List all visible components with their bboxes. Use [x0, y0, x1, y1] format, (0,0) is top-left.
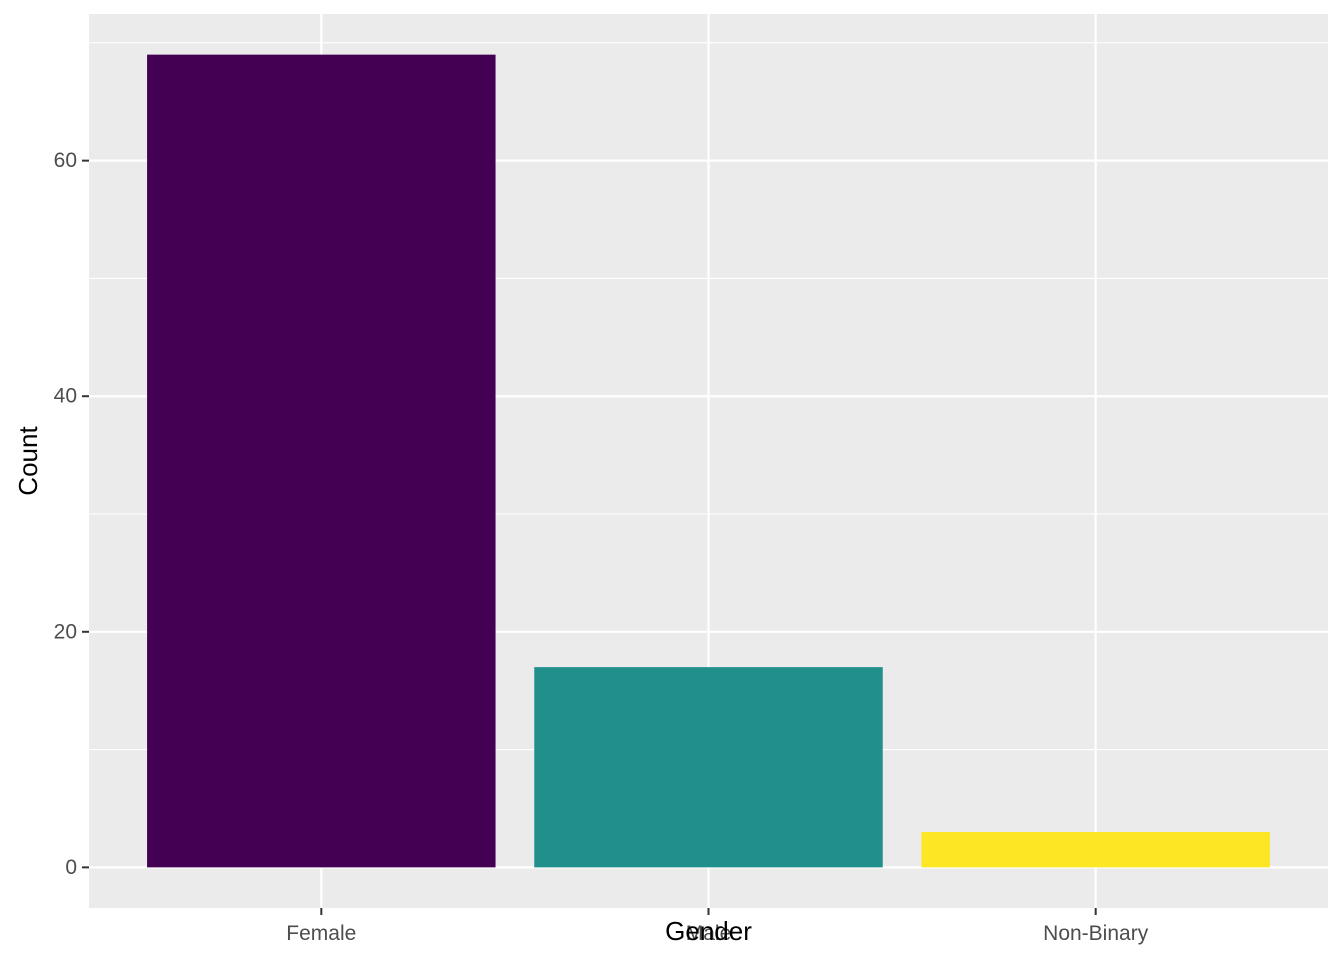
bars: [147, 54, 1270, 868]
y-axis: 0 20 40 60: [54, 149, 89, 879]
x-tick-label: Female: [286, 922, 356, 945]
x-axis: Female Male Non-Binary: [286, 908, 1149, 945]
x-tick-label: Non-Binary: [1043, 922, 1149, 945]
x-axis-title: Gender: [665, 916, 752, 946]
y-tick-label: 40: [54, 385, 77, 408]
bar-female: [147, 54, 496, 868]
y-axis-title: Count: [13, 426, 43, 496]
y-tick-label: 0: [65, 856, 77, 879]
x-tick-label: Male: [686, 922, 732, 945]
y-tick-label: 20: [54, 620, 77, 643]
bar-non-binary: [921, 832, 1270, 868]
y-tick-label: 60: [54, 149, 77, 172]
bar-male: [534, 667, 883, 868]
